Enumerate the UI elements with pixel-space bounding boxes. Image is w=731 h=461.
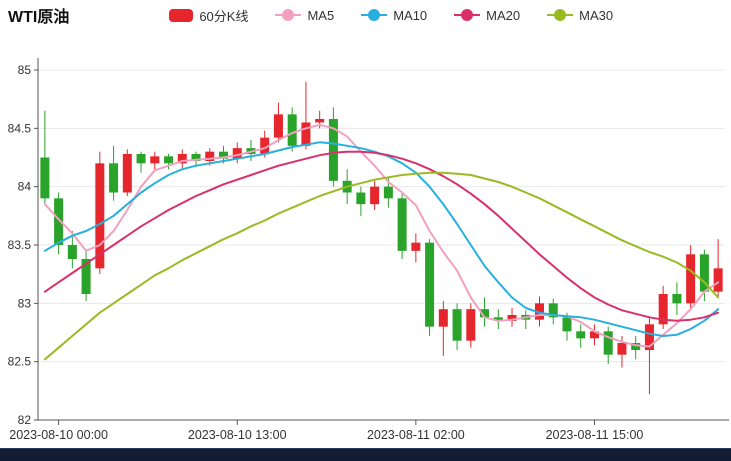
legend-item-label: MA5 [307,7,335,23]
candle-body[interactable] [507,315,517,321]
candle-body[interactable] [576,331,586,339]
candle-body[interactable] [589,331,599,339]
svg-text:82: 82 [18,413,32,427]
svg-text:84: 84 [18,180,32,194]
legend-item-label: MA10 [393,7,428,23]
candle-body[interactable] [315,119,325,123]
ma30-line-legend-icon [547,9,574,21]
candle-body[interactable] [273,114,283,138]
svg-text:82.5: 82.5 [8,355,32,369]
ma10-line-legend-icon [361,9,388,21]
candle-body[interactable] [548,303,558,318]
svg-text:85: 85 [18,63,32,77]
candle-body[interactable] [452,309,462,341]
x-axis-label: 2023-08-10 00:00 [9,428,108,442]
candle-body[interactable] [493,317,503,321]
candle-body[interactable] [699,254,709,292]
chart-header: WTI原油 60分K线 MA5 MA10 MA20 MA30 [0,0,731,30]
candle-body[interactable] [109,163,119,193]
candle-body[interactable] [67,245,77,259]
candle-body[interactable] [40,157,50,199]
candle-body[interactable] [535,303,545,320]
candle-body[interactable] [136,154,146,164]
candle-body[interactable] [122,154,132,193]
candle-body[interactable] [177,154,187,164]
candles-layer[interactable] [40,81,723,395]
legend-item-ma5[interactable]: MA5 [275,8,334,23]
candle-body[interactable] [425,242,435,327]
candle-body[interactable] [260,137,270,154]
candle-body[interactable] [218,151,228,159]
ma5-line [43,123,720,348]
y-axis: 85 84.5 84 83.5 83 82.5 82 [8,58,39,427]
legend-item-kline[interactable]: 60分K线 [169,6,248,25]
legend-item-ma30[interactable]: MA30 [547,8,613,23]
legend-item-label: 60分K线 [199,8,249,24]
candle-body[interactable] [411,242,421,251]
candle-body[interactable] [356,192,366,205]
candle-body[interactable] [383,186,393,199]
legend-item-ma20[interactable]: MA20 [454,8,520,23]
candle-body[interactable] [617,343,627,355]
candle-body[interactable] [232,148,242,159]
legend-item-label: MA30 [579,7,614,23]
candle-body[interactable] [205,151,215,161]
candle-body[interactable] [686,254,696,304]
candle-body[interactable] [287,114,297,146]
candle-body[interactable] [328,119,338,181]
x-axis-label: 2023-08-10 13:00 [188,428,287,442]
ma30-line [43,171,720,361]
candle-body[interactable] [397,198,407,251]
ma20-line-legend-icon [454,9,481,21]
chart-area: 85 84.5 84 83.5 83 82.5 82 2023-08-10 00:00 2023… [0,30,731,450]
ma5-line-legend-icon [275,9,302,21]
svg-text:83: 83 [18,296,32,310]
candle-body[interactable] [480,309,490,318]
candle-body[interactable] [438,309,448,327]
legend-item-label: MA20 [486,7,521,23]
svg-text:83.5: 83.5 [8,238,32,252]
candle-body[interactable] [370,186,380,205]
page-title: WTI原油 [8,9,70,26]
candlestick-legend-icon [169,8,194,22]
candle-body[interactable] [644,324,654,350]
candle-body[interactable] [631,343,641,350]
candle-body[interactable] [562,317,572,332]
candle-body[interactable] [672,294,682,304]
candle-body[interactable] [301,122,311,146]
candle-body[interactable] [150,156,160,164]
ma10-line [43,141,720,337]
candle-body[interactable] [603,331,613,355]
candle-body[interactable] [658,294,668,325]
candle-body[interactable] [81,259,91,294]
x-axis: 2023-08-10 00:00 2023-08-10 13:00 2023-08-… [9,419,729,442]
candle-body[interactable] [191,154,201,161]
svg-text:84.5: 84.5 [8,121,32,135]
legend-item-ma10[interactable]: MA10 [361,8,427,23]
ma20-line [43,150,720,322]
candle-body[interactable] [164,156,174,164]
datazoom-slider[interactable] [0,448,731,461]
x-axis-label: 2023-08-11 15:00 [546,428,644,442]
candle-body[interactable] [54,198,64,245]
candle-body[interactable] [713,268,723,292]
x-axis-label: 2023-08-11 02:00 [367,428,465,442]
legend: 60分K线 MA5 MA10 MA20 MA30 [169,6,613,25]
candle-body[interactable] [95,163,105,269]
candle-body[interactable] [466,309,476,341]
